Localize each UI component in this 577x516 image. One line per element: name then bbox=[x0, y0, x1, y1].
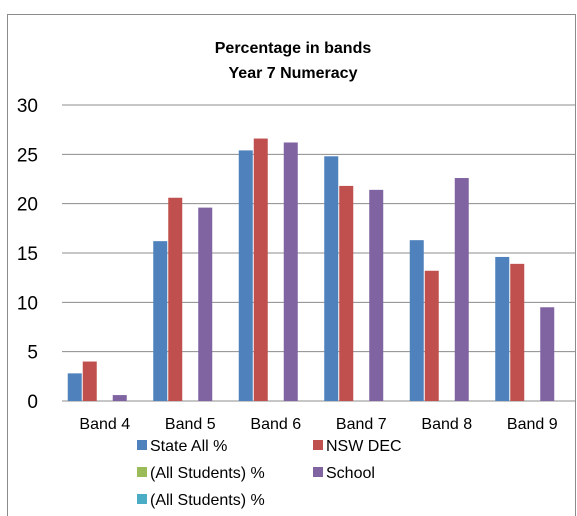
y-tick-label: 10 bbox=[17, 293, 38, 314]
y-tick-label: 20 bbox=[17, 195, 38, 216]
y-tick-label: 5 bbox=[27, 343, 38, 364]
x-tick-label: Band 6 bbox=[250, 416, 301, 433]
bar bbox=[510, 263, 525, 401]
x-tick-label: Band 4 bbox=[79, 416, 130, 433]
x-tick-label: Band 5 bbox=[165, 416, 216, 433]
bar bbox=[112, 395, 127, 401]
bar bbox=[424, 270, 439, 401]
legend-label: State All % bbox=[150, 438, 227, 455]
bar bbox=[409, 240, 424, 401]
y-tick-label: 25 bbox=[17, 145, 38, 166]
bar bbox=[283, 142, 298, 401]
bar bbox=[67, 373, 82, 401]
bar bbox=[253, 138, 268, 401]
y-tick-label: 0 bbox=[27, 392, 38, 413]
bar bbox=[238, 150, 253, 401]
legend-label: School bbox=[326, 465, 375, 482]
legend-swatch bbox=[137, 440, 147, 450]
y-tick-label: 15 bbox=[17, 244, 38, 265]
chart-title: Percentage in bands bbox=[215, 40, 372, 57]
legend-swatch bbox=[137, 467, 147, 477]
bar bbox=[324, 156, 339, 401]
legend-swatch bbox=[313, 467, 323, 477]
legend-label: (All Students) % bbox=[150, 492, 265, 509]
bar bbox=[454, 178, 469, 401]
legend-swatch bbox=[137, 494, 147, 504]
bar bbox=[495, 256, 510, 401]
bars bbox=[67, 138, 555, 401]
chart-subtitle: Year 7 Numeracy bbox=[229, 65, 358, 82]
x-tick-label: Band 8 bbox=[421, 416, 472, 433]
y-axis-ticks: 0 5 10 15 20 25 30 bbox=[17, 96, 38, 413]
bar bbox=[369, 189, 384, 401]
legend: State All % NSW DEC (All Students) % School… bbox=[137, 438, 402, 509]
bar bbox=[168, 197, 183, 401]
x-tick-label: Band 7 bbox=[336, 416, 387, 433]
bar bbox=[540, 307, 555, 401]
gridlines bbox=[62, 104, 575, 402]
bar bbox=[198, 207, 213, 401]
bar bbox=[339, 185, 354, 401]
x-tick-label: Band 9 bbox=[507, 416, 558, 433]
chart-frame bbox=[7, 14, 576, 516]
y-tick-label: 30 bbox=[17, 96, 38, 117]
bar bbox=[153, 241, 168, 401]
x-axis-labels: Band 4 Band 5 Band 6 Band 7 Band 8 Band 9 bbox=[79, 416, 557, 433]
bar bbox=[82, 361, 97, 401]
legend-label: NSW DEC bbox=[326, 438, 402, 455]
legend-label: (All Students) % bbox=[150, 465, 265, 482]
legend-swatch bbox=[313, 440, 323, 450]
